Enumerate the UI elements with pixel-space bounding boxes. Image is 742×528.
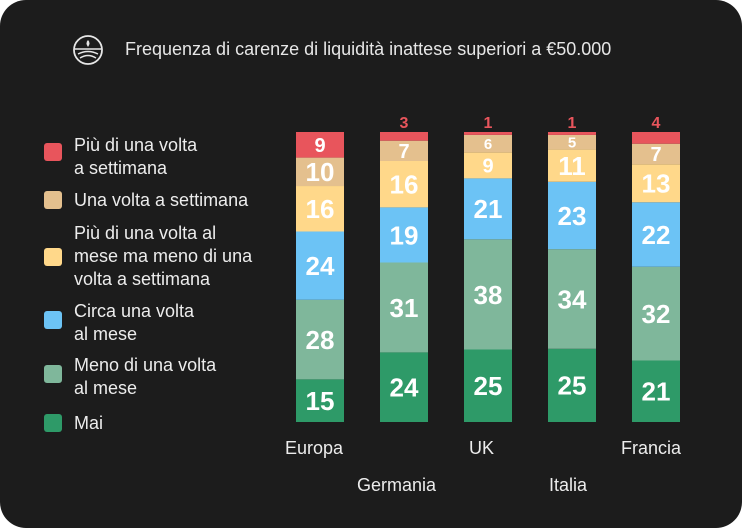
bar-segment-europa-5: [296, 132, 344, 158]
category-label-germania: Germania: [357, 475, 437, 495]
data-label-francia-1: 32: [642, 299, 671, 329]
data-label-europa-5: 9: [314, 135, 325, 157]
bar-segment-germania-5: [380, 132, 428, 141]
bar-segment-uk-5: [464, 132, 512, 135]
data-label-uk-4: 6: [484, 136, 492, 153]
bar-segment-francia-1: [632, 266, 680, 361]
bar-segment-italia-5: [548, 132, 596, 135]
legend-swatch: [44, 414, 62, 432]
bar-segment-europa-1: [296, 299, 344, 380]
data-label-italia-4: 5: [568, 135, 576, 152]
legend-swatch: [44, 248, 62, 266]
data-label-italia-1: 34: [558, 284, 587, 314]
data-label-europa-1: 28: [306, 325, 335, 355]
data-label-francia-5: 4: [652, 115, 661, 132]
legend-label: Mai: [74, 413, 104, 433]
legend-label: Meno di una volta al mese: [74, 355, 217, 398]
bar-segment-francia-5: [632, 132, 680, 144]
legend-swatch: [44, 191, 62, 209]
legend-label: Più di una volta al mese ma meno di una …: [74, 223, 253, 289]
legend-swatch: [44, 143, 62, 161]
bar-segment-uk-0: [464, 349, 512, 422]
data-label-germania-3: 16: [390, 170, 419, 200]
data-label-uk-0: 25: [474, 371, 503, 401]
data-label-francia-0: 21: [642, 377, 671, 407]
legend-swatch: [44, 311, 62, 329]
legend-label: Più di una volta a settimana: [74, 135, 198, 178]
bar-segment-germania-0: [380, 352, 428, 422]
data-label-europa-3: 16: [306, 194, 335, 224]
bar-segment-germania-1: [380, 262, 428, 353]
category-label-italia: Italia: [549, 475, 588, 495]
bar-segment-uk-1: [464, 239, 512, 350]
category-label-uk: UK: [469, 438, 495, 458]
data-label-italia-0: 25: [558, 371, 587, 401]
bar-segment-uk-4: [464, 134, 512, 153]
data-label-uk-1: 38: [474, 280, 503, 310]
category-label-francia: Francia: [621, 438, 682, 458]
bar-segment-europa-2: [296, 231, 344, 300]
bar-segment-francia-4: [632, 143, 680, 165]
data-label-italia-2: 23: [558, 201, 587, 231]
bar-segment-europa-4: [296, 157, 344, 187]
category-label-europa: Europa: [285, 438, 344, 458]
bar-segment-italia-0: [548, 348, 596, 422]
data-label-germania-2: 19: [390, 220, 419, 250]
bar-segment-uk-2: [464, 178, 512, 240]
data-label-francia-2: 22: [642, 220, 671, 250]
bar-segment-francia-0: [632, 360, 680, 422]
data-label-uk-3: 9: [482, 156, 493, 178]
data-label-europa-0: 15: [306, 386, 335, 416]
bar-segment-francia-3: [632, 164, 680, 203]
bar-segment-francia-2: [632, 202, 680, 267]
wheat-field-icon: [73, 35, 103, 65]
bar-segment-italia-2: [548, 181, 596, 250]
bar-segment-europa-0: [296, 379, 344, 422]
bar-segment-italia-3: [548, 149, 596, 182]
data-label-germania-1: 31: [390, 293, 419, 323]
data-label-germania-0: 24: [390, 373, 419, 403]
bar-segment-europa-3: [296, 186, 344, 232]
bar-segment-germania-2: [380, 207, 428, 263]
data-label-francia-4: 7: [650, 144, 661, 166]
data-label-germania-4: 7: [398, 141, 409, 163]
legend-label: Una volta a settimana: [74, 190, 249, 210]
data-label-uk-5: 1: [484, 115, 493, 132]
legend-swatch: [44, 365, 62, 383]
bar-segment-italia-4: [548, 134, 596, 150]
data-label-europa-4: 10: [306, 157, 335, 187]
data-label-italia-3: 11: [558, 151, 586, 181]
data-label-germania-5: 3: [400, 115, 409, 132]
data-label-francia-3: 13: [642, 169, 671, 199]
bar-segment-germania-3: [380, 161, 428, 208]
bar-segment-germania-4: [380, 140, 428, 161]
data-label-italia-5: 1: [568, 115, 577, 132]
bar-segment-italia-1: [548, 249, 596, 349]
data-label-europa-2: 24: [306, 251, 335, 281]
chart-title: Frequenza di carenze di liquidità inatte…: [125, 39, 612, 59]
legend-label: Circa una volta al mese: [74, 301, 195, 344]
bar-segment-uk-3: [464, 152, 512, 179]
data-label-uk-2: 21: [474, 194, 503, 224]
